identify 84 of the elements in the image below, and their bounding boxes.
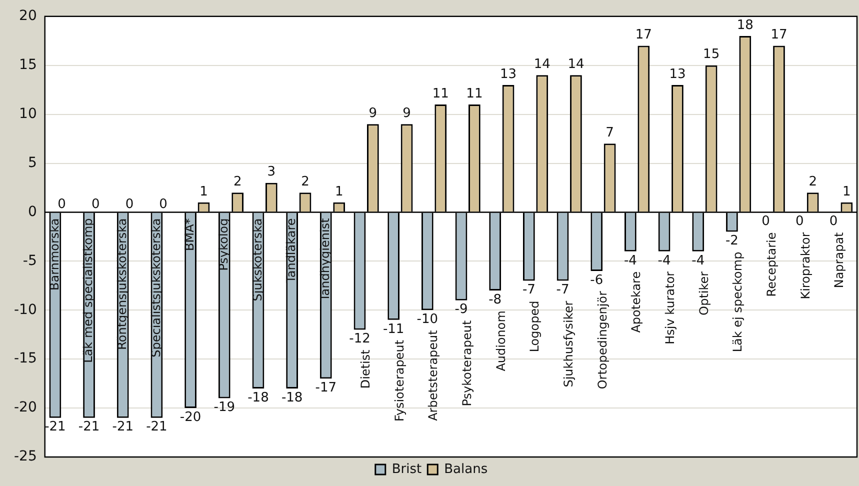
data-label: -21 bbox=[78, 420, 100, 435]
data-label: 14 bbox=[534, 57, 550, 72]
x-tick-label: Logoped bbox=[528, 300, 542, 352]
data-label: -18 bbox=[281, 390, 303, 406]
y-tick-label: -10 bbox=[14, 302, 37, 318]
x-tick-label: Arbetsterapeut bbox=[426, 330, 440, 421]
data-label: 13 bbox=[669, 66, 686, 82]
y-tick-label: 20 bbox=[19, 8, 37, 24]
data-label: 0 bbox=[796, 214, 804, 230]
x-tick-label: Tandhygienist bbox=[318, 218, 332, 302]
data-label: -8 bbox=[488, 292, 502, 308]
x-tick-label: Fysioterapeut bbox=[392, 340, 406, 422]
x-tick-label: Sjuksköterska bbox=[250, 218, 264, 302]
data-label: -4 bbox=[624, 253, 637, 268]
data-label: 18 bbox=[736, 18, 754, 33]
x-tick-label: Receptarie bbox=[764, 232, 779, 297]
data-label: 0 bbox=[58, 197, 66, 212]
data-label: -2 bbox=[725, 234, 738, 249]
data-label: 0 bbox=[159, 197, 168, 212]
y-tick-label: -20 bbox=[14, 400, 37, 416]
data-label: -19 bbox=[214, 400, 235, 416]
x-tick-label: Läk med specialistkomp bbox=[81, 218, 96, 363]
x-tick-label: Specialistsjuksköterska bbox=[148, 218, 163, 358]
x-tick-label: Naprapat bbox=[832, 232, 846, 288]
data-label: -4 bbox=[658, 253, 671, 268]
data-label: 17 bbox=[635, 28, 652, 43]
x-tick-label: Tandläkare bbox=[284, 218, 298, 284]
legend-label: Balans bbox=[444, 462, 488, 477]
data-label: -4 bbox=[692, 253, 705, 268]
y-tick-label: 15 bbox=[19, 56, 37, 73]
data-label: 7 bbox=[606, 126, 614, 141]
x-tick-label: Optiker bbox=[696, 271, 711, 316]
y-tick-label: -15 bbox=[14, 350, 37, 367]
x-tick-label: Sjukhusfysiker bbox=[561, 300, 576, 388]
y-tick-label: 5 bbox=[28, 154, 37, 171]
x-tick-label: Hsjv kurator bbox=[663, 271, 678, 344]
x-tick-label: Kiropraktor bbox=[798, 232, 812, 300]
data-label: 11 bbox=[432, 86, 449, 102]
data-label: -20 bbox=[180, 410, 202, 425]
data-label: -10 bbox=[416, 312, 438, 328]
data-label: 2 bbox=[301, 174, 310, 190]
x-tick-label: BMA* bbox=[182, 218, 197, 252]
data-label: -6 bbox=[590, 272, 604, 288]
data-label: 0 bbox=[829, 214, 838, 230]
x-tick-label: Dietist bbox=[358, 349, 372, 389]
data-label: 2 bbox=[808, 174, 817, 190]
data-label: -18 bbox=[248, 390, 269, 406]
x-tick-label: Barnmorska bbox=[47, 218, 62, 290]
data-label: 2 bbox=[233, 174, 242, 190]
data-label: 0 bbox=[762, 214, 770, 230]
data-label: 0 bbox=[125, 197, 134, 212]
data-label: -12 bbox=[349, 332, 370, 347]
x-tick-label: Psykolog bbox=[216, 218, 231, 271]
legend-label: Brist bbox=[392, 462, 422, 477]
data-label: 11 bbox=[466, 86, 483, 102]
y-tick-label: -5 bbox=[22, 252, 37, 269]
data-label: 3 bbox=[267, 164, 276, 180]
data-label: -7 bbox=[556, 282, 570, 298]
y-tick-label: 0 bbox=[28, 204, 37, 220]
x-tick-label: Audionom bbox=[494, 310, 508, 372]
y-tick-label: 10 bbox=[19, 106, 37, 122]
data-label: 1 bbox=[842, 184, 851, 200]
x-tick-label: Psykoterapeut bbox=[460, 320, 474, 406]
data-label: -21 bbox=[44, 420, 66, 435]
data-label: 1 bbox=[200, 184, 208, 200]
data-label: 14 bbox=[568, 57, 584, 72]
data-label: -21 bbox=[112, 420, 134, 435]
x-tick-label: Röntgensjuksköterska bbox=[114, 218, 129, 350]
data-label: -7 bbox=[522, 282, 536, 298]
data-label: 0 bbox=[91, 197, 100, 212]
data-label: 15 bbox=[703, 47, 720, 62]
data-label: -9 bbox=[454, 302, 468, 318]
data-label: 1 bbox=[334, 184, 344, 200]
data-label: -21 bbox=[146, 420, 168, 435]
data-label: 13 bbox=[500, 66, 517, 82]
data-label: 9 bbox=[402, 106, 411, 121]
y-tick-label: -25 bbox=[14, 448, 37, 465]
x-tick-label: Apotekare bbox=[629, 271, 644, 333]
x-tick-label: Läk ej speckomp bbox=[730, 252, 745, 352]
data-label: -17 bbox=[315, 380, 337, 396]
data-label: -11 bbox=[382, 322, 404, 337]
data-label: 17 bbox=[770, 28, 788, 43]
data-label: 9 bbox=[368, 106, 378, 121]
x-tick-label: Ortopedingenjör bbox=[595, 290, 610, 390]
